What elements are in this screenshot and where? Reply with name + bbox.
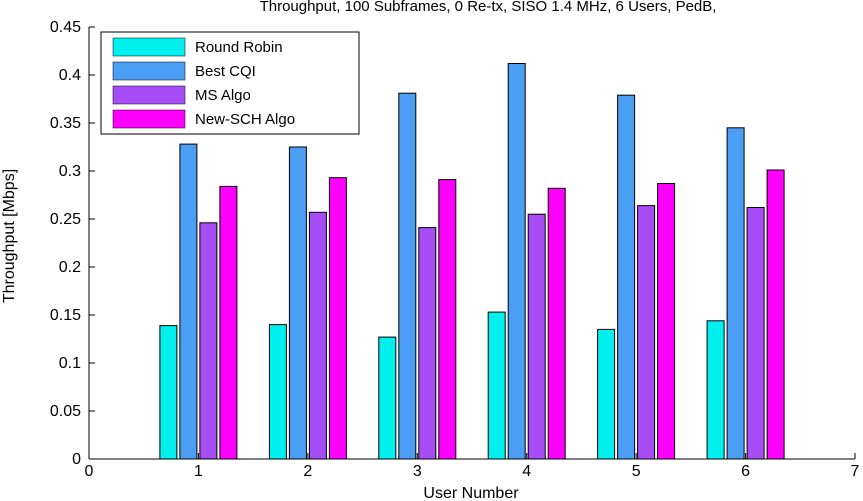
bar-round-robin-user-2 — [268, 324, 287, 460]
bar-best-cqi-user-1 — [179, 143, 198, 460]
legend-swatch-new-sch-algo — [112, 109, 186, 129]
bar-ms-algo-user-1 — [199, 222, 218, 460]
chart-title: Throughput, 100 Subframes, 0 Re-tx, SISO… — [260, 0, 717, 15]
legend-swatch-ms-algo — [112, 85, 186, 105]
bar-best-cqi-user-2 — [288, 146, 307, 460]
bar-new-sch-algo-user-5 — [657, 183, 676, 460]
bar-ms-algo-user-2 — [308, 211, 327, 460]
x-tick-label: 5 — [632, 463, 641, 480]
y-tick-label: 0.05 — [50, 403, 81, 420]
legend-label-best-cqi: Best CQI — [195, 63, 256, 80]
bar-new-sch-algo-user-3 — [438, 179, 457, 460]
bar-new-sch-algo-user-2 — [328, 177, 347, 460]
bar-round-robin-user-3 — [378, 336, 397, 460]
axis-ticks: 0 0.05 0.1 0.15 0.2 0.25 0.3 0.35 0.4 0.45 0 1 2 3 4 5 6… — [50, 19, 860, 480]
bar-new-sch-algo-user-1 — [219, 185, 238, 460]
y-tick-label: 0.2 — [59, 259, 81, 276]
y-tick-label: 0.35 — [50, 115, 81, 132]
bar-best-cqi-user-5 — [617, 94, 636, 460]
y-tick-label: 0 — [72, 451, 81, 468]
bar-ms-algo-user-6 — [746, 207, 765, 460]
legend-swatch-best-cqi — [112, 61, 186, 81]
x-tick-label: 0 — [85, 463, 94, 480]
y-tick-label: 0.45 — [50, 19, 81, 36]
bar-best-cqi-user-3 — [398, 92, 417, 460]
bar-ms-algo-user-3 — [418, 227, 437, 460]
y-tick-label: 0.15 — [50, 307, 81, 324]
x-tick-label: 7 — [851, 463, 860, 480]
x-axis-label: User Number — [423, 485, 519, 501]
y-tick-label: 0.1 — [59, 355, 81, 372]
legend-label-round-robin: Round Robin — [195, 39, 283, 56]
bar-ms-algo-user-5 — [637, 205, 656, 460]
x-tick-label: 3 — [413, 463, 422, 480]
plot-area — [88, 27, 855, 460]
bar-best-cqi-user-6 — [726, 127, 745, 460]
y-tick-label: 0.25 — [50, 211, 81, 228]
bar-new-sch-algo-user-4 — [547, 187, 566, 460]
bar-round-robin-user-1 — [159, 325, 178, 460]
x-tick-label: 4 — [522, 463, 531, 480]
bar-new-sch-algo-user-6 — [766, 169, 785, 460]
legend-label-ms-algo: MS Algo — [195, 87, 251, 104]
legend-swatch-round-robin — [112, 37, 186, 57]
bar-ms-algo-user-4 — [527, 213, 546, 460]
y-tick-label: 0.4 — [59, 67, 81, 84]
x-tick-label: 1 — [194, 463, 203, 480]
bar-round-robin-user-5 — [597, 328, 616, 460]
legend: Round Robin Best CQI MS Algo New-SCH Algo — [100, 31, 360, 135]
legend-label-new-sch-algo: New-SCH Algo — [195, 111, 295, 128]
bar-best-cqi-user-4 — [507, 63, 526, 460]
bar-round-robin-user-6 — [706, 320, 725, 460]
y-tick-label: 0.3 — [59, 163, 81, 180]
bar-round-robin-user-4 — [487, 311, 506, 460]
x-tick-label: 2 — [303, 463, 312, 480]
x-tick-label: 6 — [741, 463, 750, 480]
y-axis-label: Throughput [Mbps] — [1, 169, 18, 303]
